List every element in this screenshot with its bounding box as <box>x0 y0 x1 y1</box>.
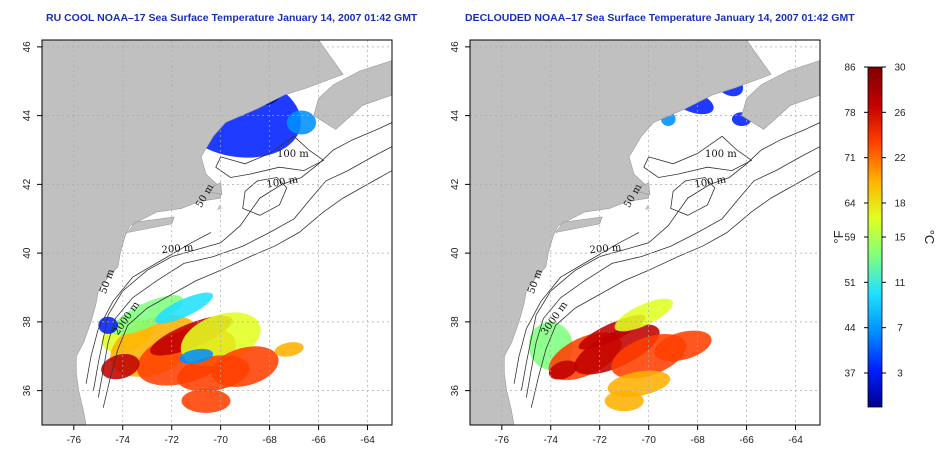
map-frame <box>41 39 393 426</box>
celsius-label: 18 <box>894 199 906 210</box>
grid-lines <box>42 40 392 425</box>
contour-line <box>97 146 392 398</box>
fahrenheit-label: 71 <box>844 153 856 164</box>
long-island-land <box>555 216 603 233</box>
celsius-label: 26 <box>894 108 906 119</box>
sst-patch <box>604 390 644 412</box>
sst-patch <box>177 355 250 392</box>
x-tick-label: -76 <box>67 435 82 446</box>
sst-patch <box>274 342 304 357</box>
sst-patch <box>111 295 184 335</box>
contour-line <box>525 146 820 398</box>
x-tick-label: -66 <box>739 435 754 446</box>
y-tick-label: 40 <box>22 247 33 259</box>
contour-label: 100 m <box>277 149 309 160</box>
x-tick-label: -72 <box>164 435 179 446</box>
contour-line <box>85 232 212 384</box>
y-tick-label: 42 <box>22 178 33 190</box>
grid-lines <box>470 40 820 425</box>
nova-scotia-land <box>741 60 820 130</box>
nova-scotia-land <box>313 60 392 130</box>
fahrenheit-label: 51 <box>844 278 856 289</box>
x-tick-label: -68 <box>690 435 705 446</box>
sst-patch <box>614 298 673 332</box>
x-tick-label: -70 <box>213 435 228 446</box>
right-map-title: DECLOUDED NOAA–17 Sea Surface Temperatur… <box>465 12 855 24</box>
contour-line <box>93 122 392 391</box>
x-tick-label: -64 <box>360 435 375 446</box>
contour-label: 100 m <box>266 174 300 190</box>
contour-line <box>521 122 820 391</box>
x-tick-label: -68 <box>262 435 277 446</box>
y-tick-label: 38 <box>450 316 461 328</box>
contour-line <box>513 232 640 384</box>
x-tick-label: -64 <box>788 435 803 446</box>
sst-patch <box>574 324 660 375</box>
contour-label: 100 m <box>705 149 737 160</box>
celsius-label: 7 <box>897 323 903 334</box>
celsius-unit-label: °C <box>922 230 937 245</box>
long-island-land <box>127 216 175 233</box>
land-mass <box>470 40 772 425</box>
y-tick-label: 36 <box>450 385 461 397</box>
contour-label: 200 m <box>589 242 622 256</box>
contour-label: 200 m <box>161 242 194 256</box>
celsius-label: 3 <box>897 369 903 380</box>
sst-patch <box>101 353 140 380</box>
y-tick-label: 44 <box>450 110 461 122</box>
x-tick-label: -72 <box>592 435 607 446</box>
fahrenheit-unit-label: °F <box>831 230 846 243</box>
y-tick-label: 46 <box>450 41 461 53</box>
sst-patch <box>179 348 214 364</box>
y-tick-label: 42 <box>450 178 461 190</box>
y-tick-label: 38 <box>22 316 33 328</box>
island-land <box>645 205 650 211</box>
contour-georges-bank <box>242 177 288 216</box>
x-tick-label: -74 <box>544 435 559 446</box>
y-tick-label: 36 <box>22 385 33 397</box>
celsius-label: 30 <box>894 63 906 74</box>
sst-patch <box>286 110 317 135</box>
colorbar-gradient <box>867 66 883 408</box>
land-mass <box>42 40 344 425</box>
fahrenheit-label: 44 <box>844 323 856 334</box>
island-land <box>217 205 222 211</box>
contour-label: 100 m <box>694 174 728 190</box>
sst-patch <box>181 388 231 413</box>
sst-patch <box>607 370 671 397</box>
sst-patch <box>548 360 578 380</box>
fahrenheit-label: 64 <box>844 199 856 210</box>
left-map-title: RU COOL NOAA–17 Sea Surface Temperature … <box>46 12 418 24</box>
celsius-label: 11 <box>895 278 906 289</box>
x-tick-label: -76 <box>495 435 510 446</box>
fahrenheit-label: 78 <box>844 108 856 119</box>
contour-gulf-of-maine <box>643 135 753 178</box>
x-tick-label: -66 <box>311 435 326 446</box>
map-frame <box>469 39 821 426</box>
x-tick-label: -70 <box>641 435 656 446</box>
sst-patch <box>98 316 118 334</box>
fahrenheit-label: 37 <box>844 369 856 380</box>
sst-patch <box>154 292 214 324</box>
fahrenheit-label: 59 <box>844 233 856 244</box>
celsius-label: 22 <box>894 153 906 164</box>
contour-georges-bank <box>670 177 716 216</box>
fahrenheit-label: 86 <box>844 63 856 74</box>
sst-patch <box>654 330 712 362</box>
cape-cod-land <box>207 182 223 196</box>
y-tick-label: 40 <box>450 247 461 259</box>
cape-cod-land <box>635 182 651 196</box>
celsius-label: 15 <box>894 233 906 244</box>
y-tick-label: 44 <box>22 110 33 122</box>
contour-gulf-of-maine <box>215 135 325 178</box>
x-tick-label: -74 <box>116 435 131 446</box>
y-tick-label: 46 <box>22 41 33 53</box>
